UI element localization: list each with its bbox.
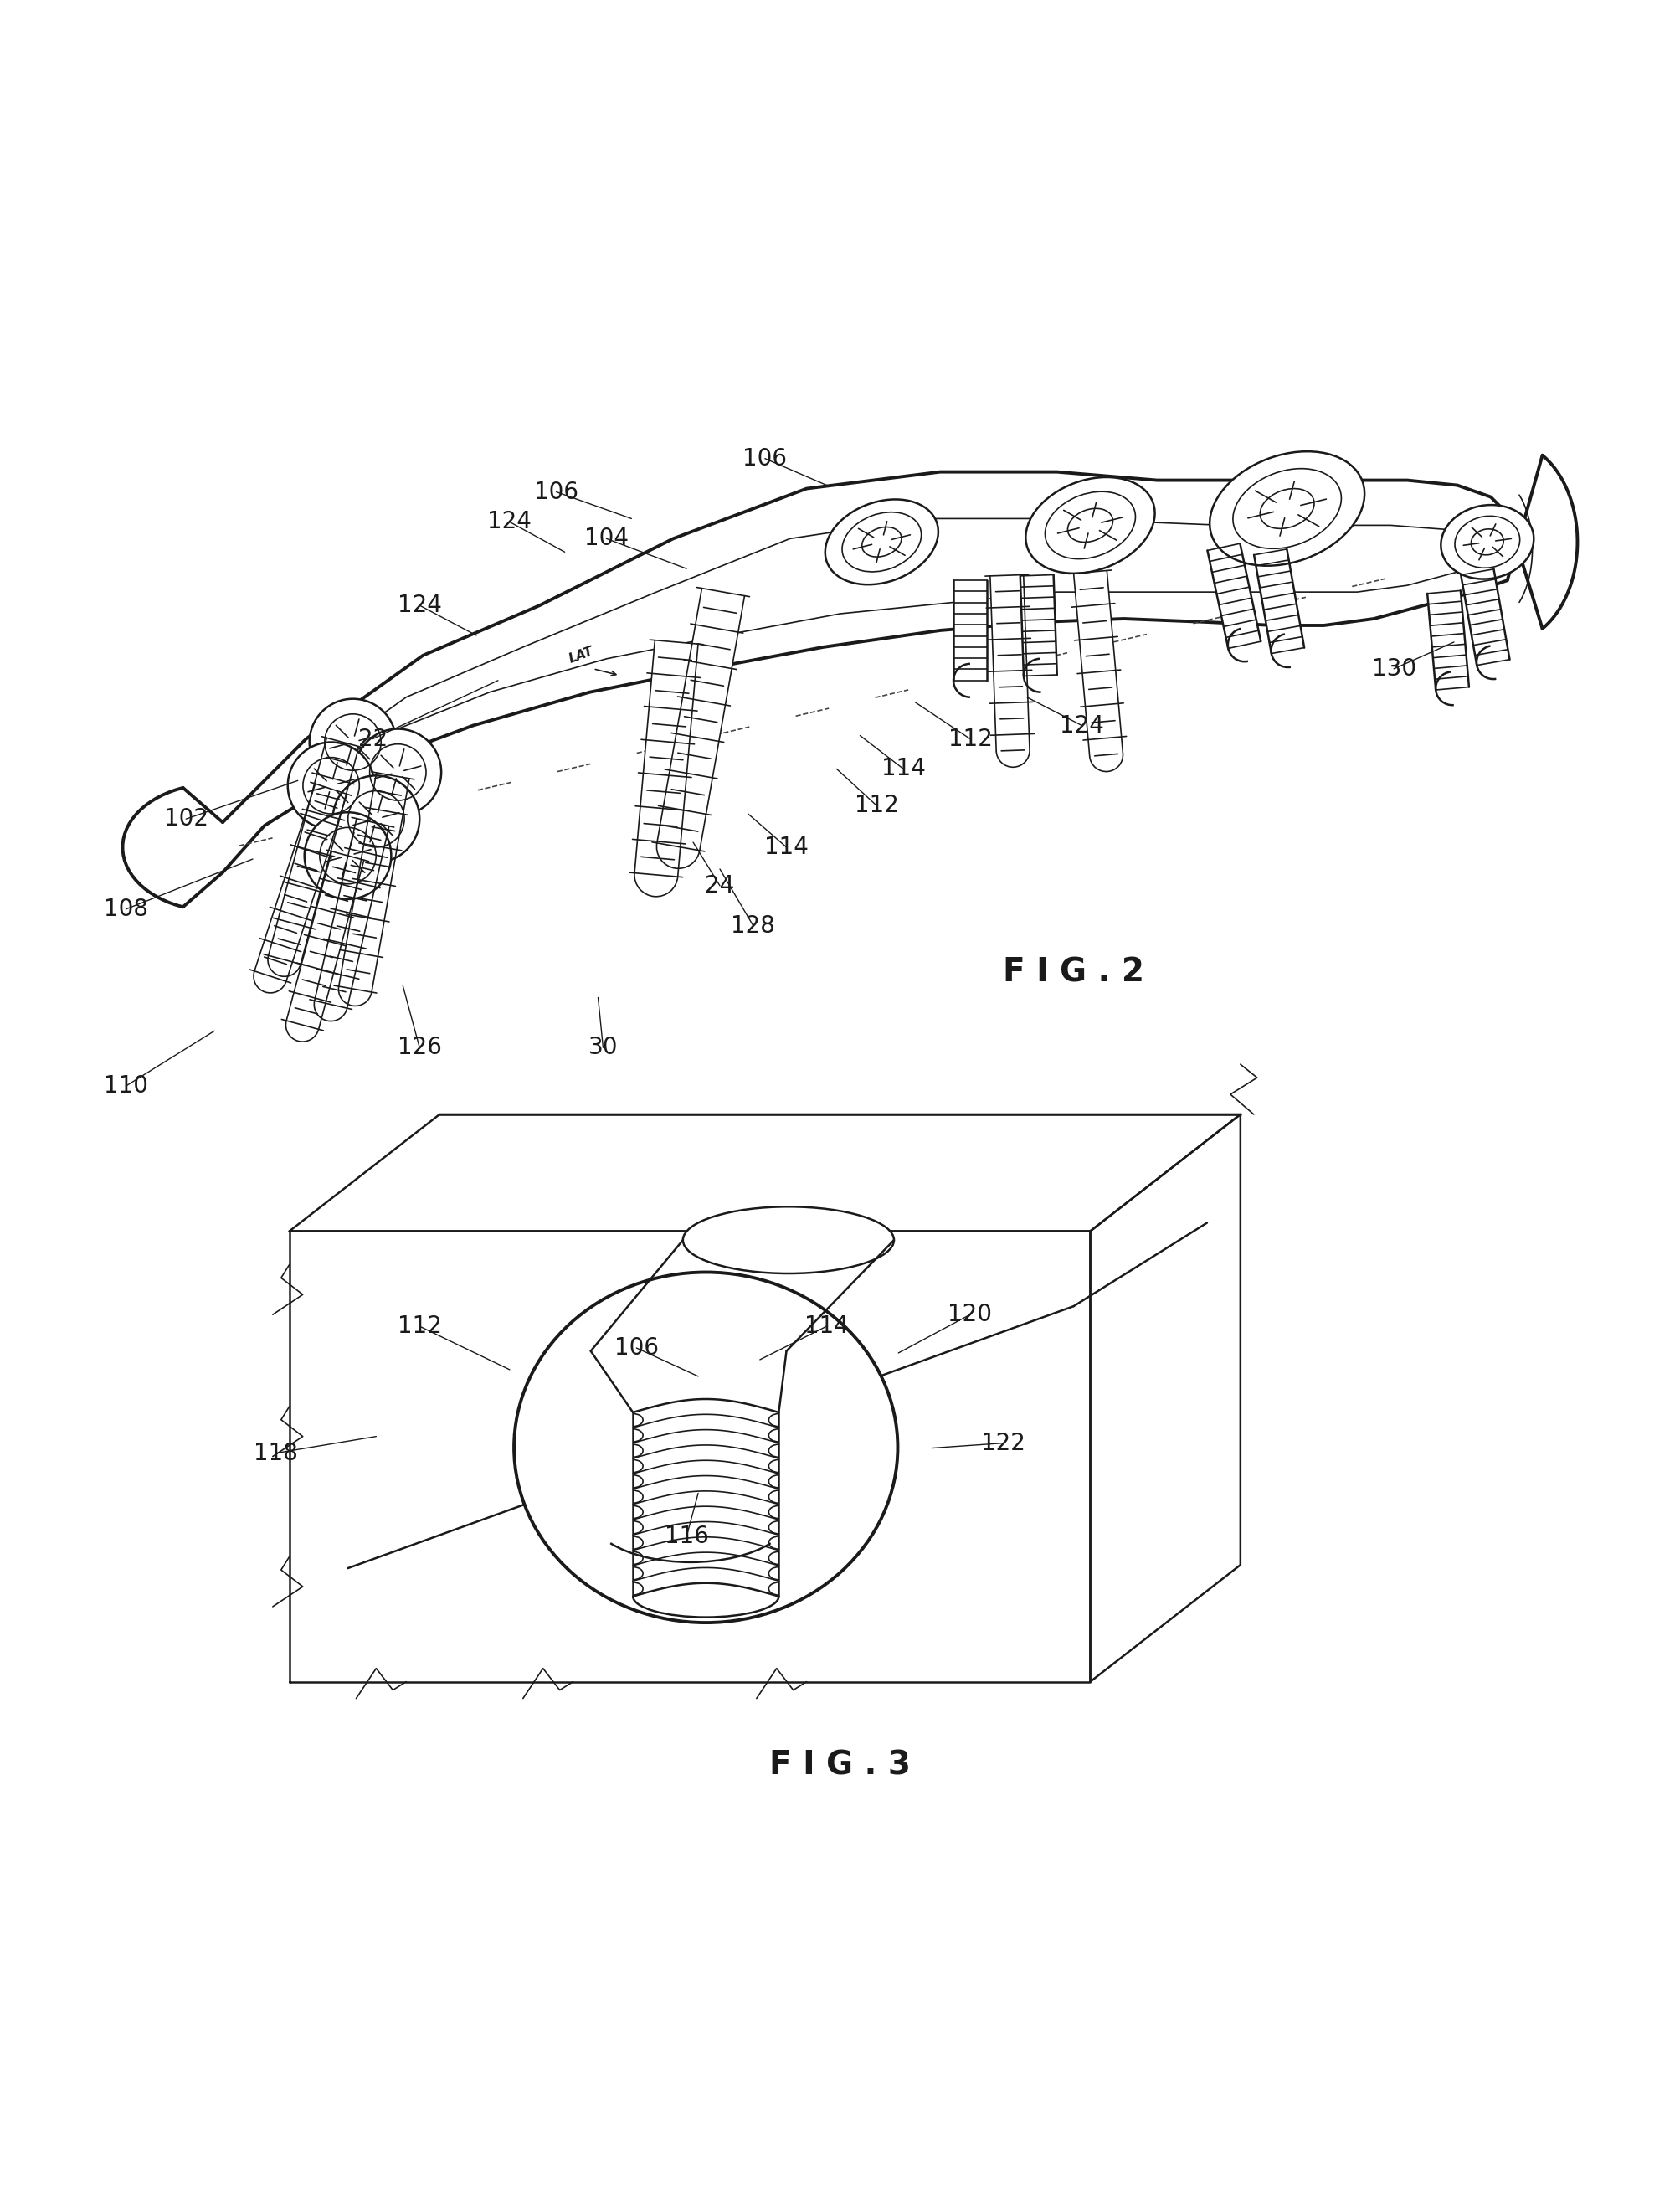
Text: 104: 104 (585, 526, 628, 551)
Polygon shape (635, 639, 699, 876)
Polygon shape (289, 1232, 1090, 1681)
Text: F I G . 2: F I G . 2 (1003, 956, 1144, 989)
Text: 124: 124 (487, 511, 533, 533)
Text: 30: 30 (588, 1035, 618, 1060)
Polygon shape (1090, 1115, 1240, 1681)
Text: 24: 24 (706, 874, 734, 898)
Ellipse shape (1472, 529, 1504, 555)
Ellipse shape (333, 776, 420, 863)
Polygon shape (339, 772, 410, 993)
Text: 128: 128 (731, 914, 776, 938)
Polygon shape (1074, 571, 1122, 757)
Text: 112: 112 (948, 728, 993, 750)
Text: 124: 124 (1060, 714, 1104, 737)
Ellipse shape (304, 812, 391, 898)
Ellipse shape (354, 730, 442, 816)
Text: 114: 114 (764, 836, 808, 858)
Ellipse shape (1260, 489, 1314, 529)
Polygon shape (269, 739, 360, 964)
Text: 102: 102 (165, 807, 208, 832)
Text: F I G . 3: F I G . 3 (769, 1750, 911, 1781)
Text: 116: 116 (664, 1524, 709, 1548)
Polygon shape (657, 588, 744, 852)
Ellipse shape (684, 1208, 894, 1274)
Text: 120: 120 (948, 1303, 993, 1327)
Text: 108: 108 (104, 898, 148, 920)
Ellipse shape (862, 526, 902, 557)
Polygon shape (254, 783, 348, 982)
Polygon shape (990, 575, 1030, 752)
Ellipse shape (514, 1272, 897, 1624)
Text: 124: 124 (398, 593, 442, 617)
Polygon shape (289, 1115, 1240, 1232)
Text: 112: 112 (855, 794, 899, 818)
Ellipse shape (825, 500, 937, 584)
Ellipse shape (1026, 478, 1154, 573)
Text: 106: 106 (743, 447, 788, 471)
Text: 114: 114 (882, 757, 926, 781)
Text: 126: 126 (398, 1035, 442, 1060)
Polygon shape (954, 580, 986, 681)
Polygon shape (286, 852, 365, 1029)
Polygon shape (1428, 591, 1468, 690)
Text: 130: 130 (1371, 657, 1416, 681)
Text: LAT: LAT (568, 646, 595, 666)
Polygon shape (1253, 549, 1304, 653)
Text: 118: 118 (254, 1442, 299, 1464)
Polygon shape (123, 471, 1507, 907)
Text: 114: 114 (805, 1314, 848, 1338)
Text: 122: 122 (981, 1431, 1025, 1455)
Text: 110: 110 (104, 1075, 148, 1097)
Polygon shape (314, 818, 390, 1009)
Polygon shape (1020, 575, 1057, 677)
Polygon shape (1208, 544, 1262, 648)
Ellipse shape (309, 699, 396, 785)
Text: 106: 106 (615, 1336, 659, 1360)
Ellipse shape (1210, 451, 1364, 566)
Ellipse shape (287, 743, 375, 830)
Text: 22: 22 (358, 728, 388, 750)
Text: 112: 112 (398, 1314, 442, 1338)
Ellipse shape (1068, 509, 1112, 542)
Polygon shape (1462, 568, 1510, 666)
Text: 106: 106 (534, 480, 578, 504)
Ellipse shape (1441, 504, 1534, 580)
